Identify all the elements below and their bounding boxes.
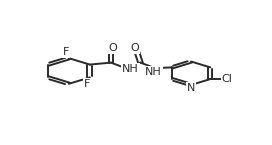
Text: F: F — [63, 47, 69, 57]
Text: O: O — [108, 43, 117, 53]
Text: F: F — [84, 79, 90, 89]
Text: Cl: Cl — [222, 74, 233, 84]
Text: NH: NH — [122, 64, 139, 74]
Text: NH: NH — [145, 67, 162, 77]
Text: O: O — [130, 43, 139, 53]
Text: N: N — [187, 83, 195, 93]
